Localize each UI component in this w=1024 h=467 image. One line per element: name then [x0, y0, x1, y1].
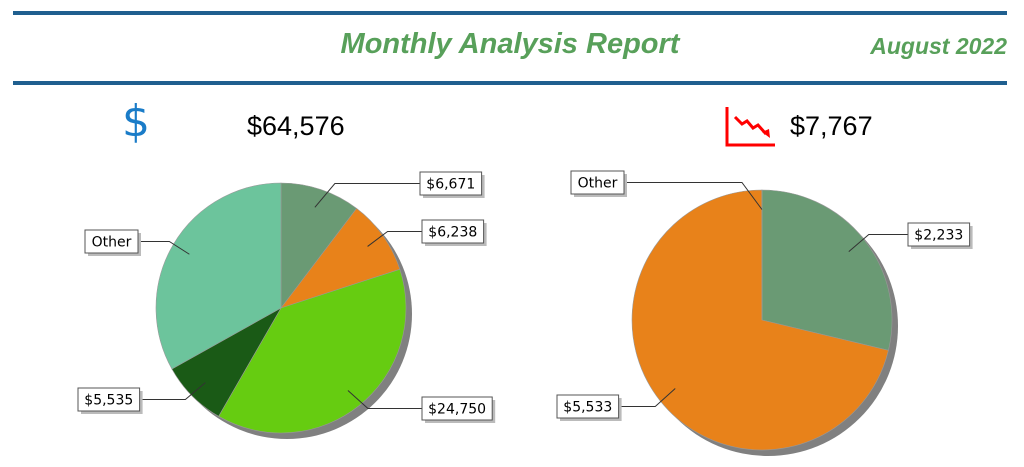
- report-date: August 2022: [870, 33, 1007, 59]
- data-label: $24,750: [428, 402, 486, 418]
- pie-chart-2: $2,233 $5,533 Other: [556, 170, 973, 456]
- leader-line: [138, 241, 190, 255]
- data-label: Other: [92, 235, 132, 251]
- revenue-total: $64,576: [247, 111, 345, 141]
- pie-slice[interactable]: [218, 268, 407, 434]
- leader-line: [139, 382, 206, 400]
- leader-line: [624, 182, 763, 210]
- data-label-box: [907, 222, 971, 247]
- data-label: $5,535: [84, 393, 133, 409]
- data-label-box: [419, 171, 483, 196]
- leader-line: [314, 183, 420, 208]
- pie-slice[interactable]: [761, 189, 893, 351]
- data-label: $6,671: [426, 177, 475, 193]
- data-label-box: [570, 170, 625, 195]
- pie-slice[interactable]: [631, 189, 889, 451]
- data-label: $5,533: [563, 400, 612, 416]
- leader-line: [618, 388, 676, 407]
- pie-chart-1: $6,671 $6,238 $24,750 $5,535 Other: [77, 171, 496, 439]
- data-label-box: [77, 387, 141, 412]
- expense-total: $7,767: [790, 111, 873, 141]
- data-label-box: [556, 394, 620, 419]
- data-label: $2,233: [914, 228, 963, 244]
- leader-line: [347, 390, 422, 409]
- pie-slice[interactable]: [155, 182, 282, 370]
- dollar-icon: $: [122, 96, 150, 147]
- data-label: $6,238: [428, 225, 477, 241]
- data-label-box: [421, 396, 493, 421]
- top-rule: [13, 11, 1007, 15]
- pie-slice[interactable]: [280, 182, 357, 309]
- leader-line: [848, 234, 908, 252]
- data-label: Other: [578, 176, 618, 192]
- data-label-box: [421, 219, 485, 244]
- leader-line: [367, 231, 422, 247]
- bottom-rule: [13, 81, 1007, 85]
- report-title: Monthly Analysis Report: [340, 28, 680, 60]
- data-label-box: [84, 229, 139, 254]
